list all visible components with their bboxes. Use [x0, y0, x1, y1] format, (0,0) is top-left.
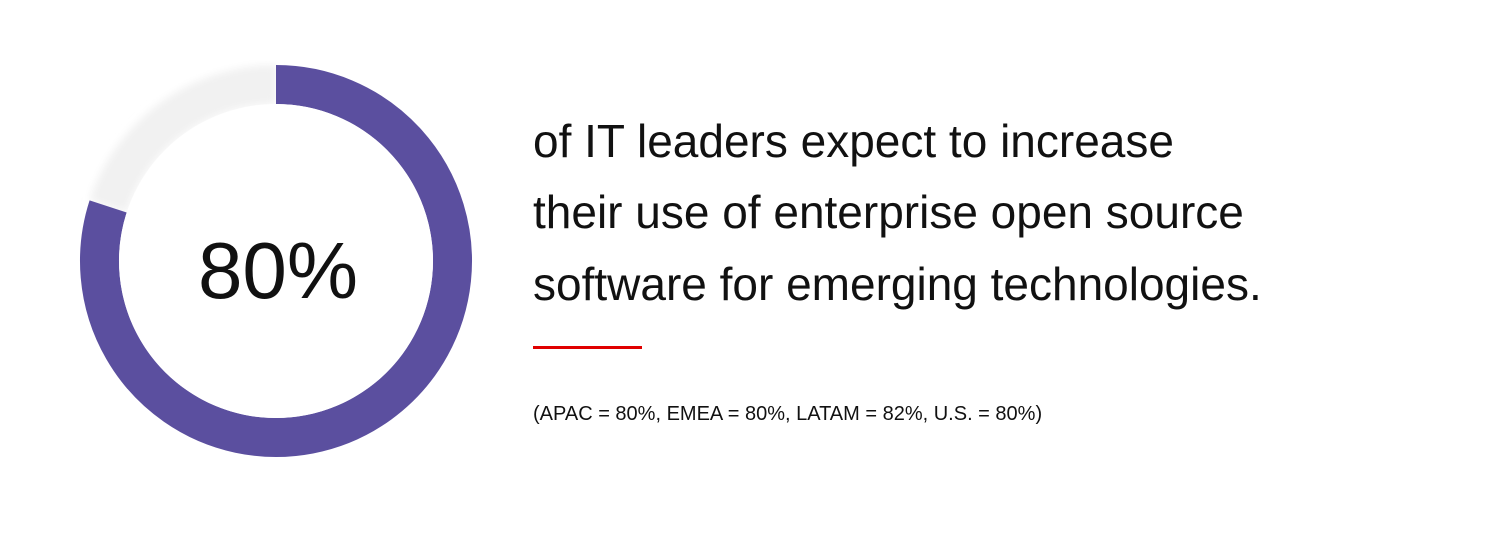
center-label: 80%: [198, 226, 358, 315]
donut-hole: [119, 104, 433, 418]
regional-note: (APAC = 80%, EMEA = 80%, LATAM = 82%, U.…: [533, 403, 1042, 425]
donut-track: [89, 65, 277, 213]
headline-line: of IT leaders expect to increase: [533, 115, 1174, 167]
donut-chart: [80, 65, 472, 457]
headline-line: software for emerging technologies.: [533, 258, 1262, 310]
donut-segment: [80, 65, 472, 457]
headline-line: their use of enterprise open source: [533, 186, 1244, 238]
